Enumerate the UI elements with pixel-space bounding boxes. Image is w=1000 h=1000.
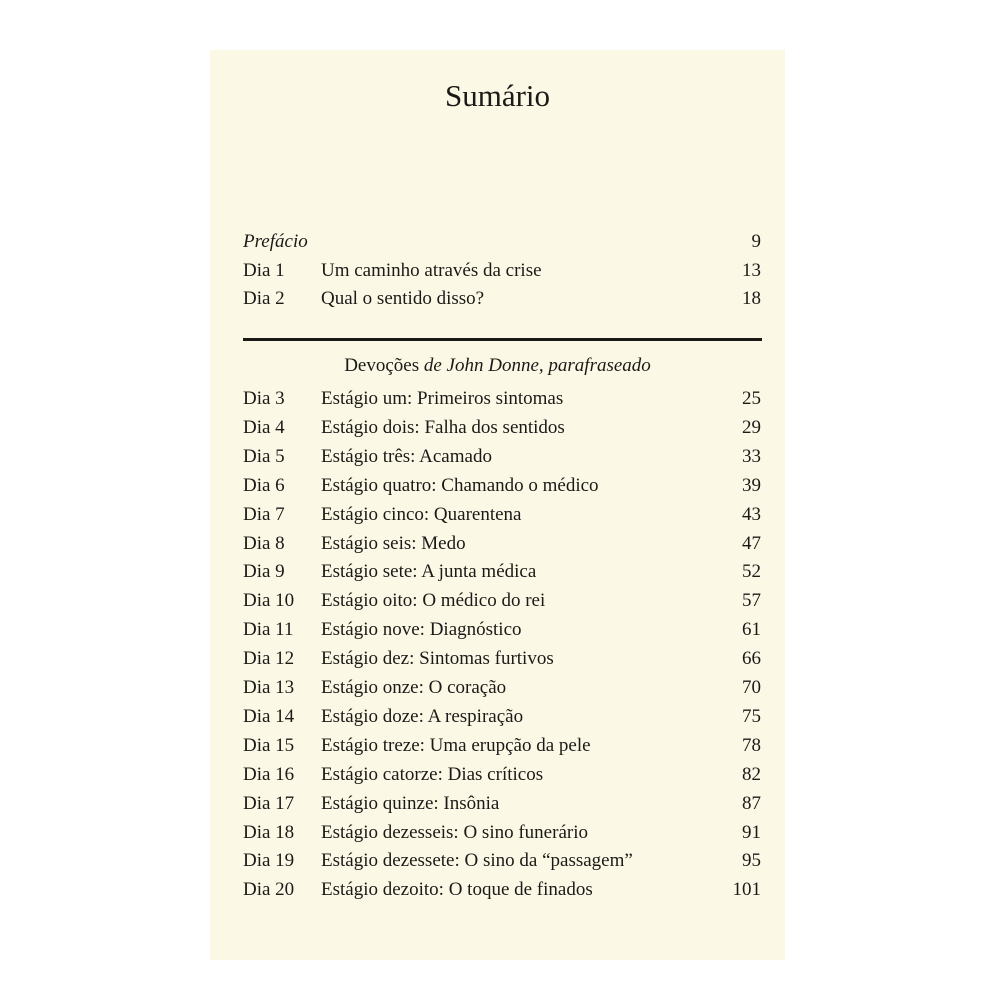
toc-page-number: 70 [742, 677, 761, 698]
toc-day: Dia 9 [243, 561, 285, 583]
toc-entry: Dia 5 Estágio três: Acamado 33 [243, 443, 761, 471]
toc-page-number: 9 [751, 231, 762, 252]
toc-day: Dia 7 [243, 503, 285, 525]
toc-page-number: 91 [742, 821, 761, 843]
toc-entry: Dia 14 Estágio doze: A respiração 75 [243, 703, 761, 731]
toc-page-number: 52 [742, 561, 761, 583]
toc-page-number: 39 [742, 474, 761, 496]
toc-day: Dia 16 [243, 763, 295, 785]
toc-entry: Prefácio 9 [243, 228, 761, 256]
toc-title: Estágio dezessete: O sino da “passagem” [321, 850, 633, 872]
toc-entry: Dia 16 Estágio catorze: Dias críticos 82 [243, 761, 761, 789]
toc-page-number: 95 [742, 850, 761, 872]
toc-day: Dia 20 [243, 879, 295, 901]
toc-day: Dia 17 [243, 792, 295, 814]
toc-entry: Dia 13 Estágio onze: O coração 70 [243, 674, 761, 702]
toc-page-number: 25 [742, 388, 761, 409]
toc-day: Dia 1 [243, 259, 285, 281]
toc-entry: Dia 11 Estágio nove: Diagnóstico 61 [243, 616, 761, 644]
toc-entry: Dia 6 Estágio quatro: Chamando o médico 39 [243, 472, 761, 500]
toc-title: Estágio seis: Medo [321, 532, 466, 554]
toc-title: Estágio cinco: Quarentena [321, 503, 522, 525]
toc-day: Dia 10 [243, 590, 295, 612]
toc-page-number: 75 [742, 705, 761, 727]
section-heading: Devoções de John Donne, parafraseado [210, 352, 785, 380]
toc-day: Dia 14 [243, 705, 295, 727]
toc-title: Estágio treze: Uma erupção da pele [321, 734, 591, 756]
toc-title: Prefácio [243, 231, 308, 252]
toc-entry: Dia 2 Qual o sentido disso? 18 [243, 285, 761, 313]
toc-entry: Dia 17 Estágio quinze: Insônia 87 [243, 790, 761, 818]
toc-entry: Dia 7 Estágio cinco: Quarentena 43 [243, 501, 761, 529]
toc-day: Dia 18 [243, 821, 295, 843]
toc-page-number: 78 [742, 734, 761, 756]
toc-page-number: 29 [742, 416, 761, 438]
toc-day: Dia 12 [243, 648, 295, 670]
section-heading-prefix: Devoções [344, 355, 424, 376]
toc-day: Dia 13 [243, 677, 295, 698]
toc-page-number: 57 [742, 590, 761, 612]
toc-page-number: 47 [742, 532, 761, 554]
toc-title: Estágio sete: A junta médica [321, 561, 537, 583]
toc-day: Dia 5 [243, 445, 285, 467]
toc-title: Um caminho através da crise [321, 259, 542, 281]
toc-day: Dia 8 [243, 532, 285, 554]
book-page: Sumário Prefácio 9 Dia 1 Um caminho através… [210, 50, 785, 960]
toc-day: Dia 19 [243, 850, 295, 872]
toc-page-number: 18 [742, 288, 761, 310]
toc-title: Estágio dezesseis: O sino funerário [321, 821, 588, 843]
toc-entry: Dia 1 Um caminho através da crise 13 [243, 257, 761, 285]
toc-entry: Dia 18 Estágio dezesseis: O sino funerári… [243, 819, 761, 847]
toc-entry: Dia 4 Estágio dois: Falha dos sentidos 29 [243, 414, 761, 442]
toc-title: Estágio oito: O médico do rei [321, 590, 546, 612]
toc-day: Dia 2 [243, 288, 285, 310]
toc-entry: Dia 12 Estágio dez: Sintomas furtivos 66 [243, 645, 761, 673]
toc-entry: Dia 15 Estágio treze: Uma erupção da pele… [243, 732, 761, 760]
toc-page-number: 61 [742, 619, 761, 641]
toc-page-number: 33 [742, 445, 761, 467]
toc-page-number: 82 [742, 763, 761, 785]
toc-day: Dia 15 [243, 734, 295, 756]
toc-title: Qual o sentido disso? [321, 288, 485, 310]
toc-title: Estágio quinze: Insônia [321, 792, 500, 814]
toc-title: Estágio dezoito: O toque de finados [321, 879, 593, 901]
toc-title: Estágio nove: Diagnóstico [321, 619, 522, 641]
toc-title: Estágio onze: O coração [321, 677, 507, 698]
toc-title: Estágio catorze: Dias críticos [321, 763, 544, 785]
toc-title: Estágio três: Acamado [321, 445, 492, 467]
toc-title: Estágio um: Primeiros sintomas [321, 388, 564, 409]
toc-title: Estágio dez: Sintomas furtivos [321, 648, 554, 670]
toc-entry: Dia 3 Estágio um: Primeiros sintomas 25 [243, 385, 761, 413]
toc-entry: Dia 19 Estágio dezessete: O sino da “pass… [243, 847, 761, 875]
toc-page-number: 43 [742, 503, 761, 525]
toc-title: Estágio doze: A respiração [321, 705, 524, 727]
toc-entry: Dia 9 Estágio sete: A junta médica 52 [243, 558, 761, 586]
toc-day: Dia 11 [243, 619, 294, 641]
toc-title: Estágio quatro: Chamando o médico [321, 474, 599, 496]
toc-entry: Dia 20 Estágio dezoito: O toque de finado… [243, 876, 761, 904]
section-heading-author: de John Donne, parafraseado [423, 355, 651, 376]
toc-page-number: 13 [742, 259, 761, 281]
page-title: Sumário [444, 78, 551, 113]
section-divider [243, 338, 762, 341]
toc-page-number: 87 [742, 792, 761, 814]
toc-day: Dia 3 [243, 388, 285, 409]
toc-title: Estágio dois: Falha dos sentidos [321, 416, 565, 438]
toc-day: Dia 6 [243, 474, 285, 496]
toc-entry: Dia 10 Estágio oito: O médico do rei 57 [243, 587, 761, 615]
toc-entry: Dia 8 Estágio seis: Medo 47 [243, 530, 761, 558]
toc-page-number: 66 [742, 648, 761, 670]
toc-page-number: 101 [732, 879, 762, 901]
toc-day: Dia 4 [243, 416, 285, 438]
